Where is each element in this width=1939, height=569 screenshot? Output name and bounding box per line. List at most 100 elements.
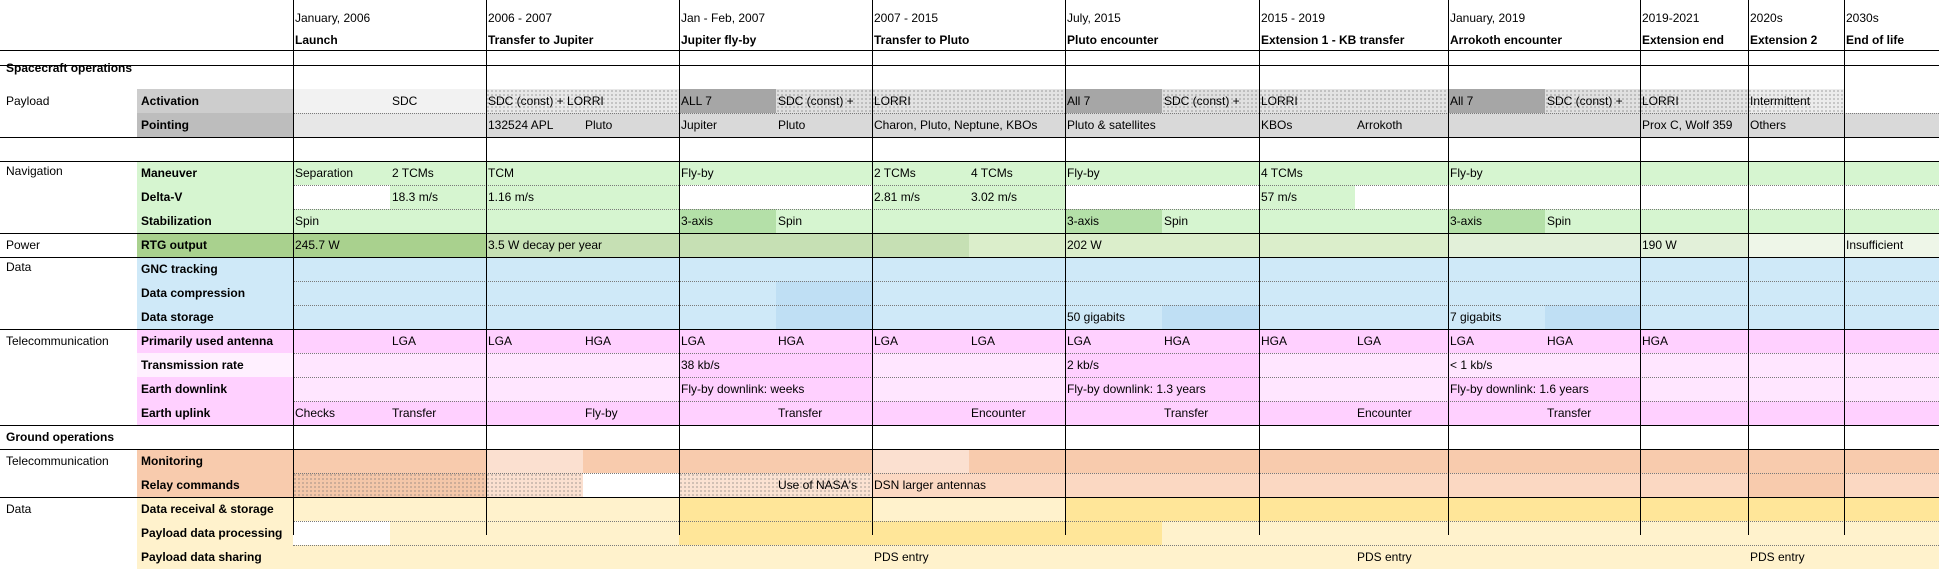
cell-fill xyxy=(293,305,1939,329)
phase-date: January, 2019 xyxy=(1450,11,1526,25)
cell-fill xyxy=(293,113,486,137)
cell-fill xyxy=(293,329,1939,353)
row-label: Earth uplink xyxy=(141,406,211,420)
cell-fill xyxy=(969,233,1448,257)
phase-name: Extension 2 xyxy=(1750,33,1818,47)
cell-fill xyxy=(390,521,1939,545)
dotted-separator xyxy=(293,113,1939,114)
hatched-cell xyxy=(1162,89,1259,113)
h-rule xyxy=(0,161,1939,162)
row-label: Stabilization xyxy=(141,214,212,228)
dotted-separator xyxy=(293,209,1939,210)
row-label: Pointing xyxy=(141,118,189,132)
cell-text-pointing: Arrokoth xyxy=(1357,118,1403,132)
cell-text-downlink: Fly-by downlink: weeks xyxy=(681,382,805,396)
v-rule xyxy=(486,0,487,535)
cell-fill xyxy=(872,497,1065,521)
cell-fill xyxy=(1162,305,1259,329)
cell-text-storage: 50 gigabits xyxy=(1067,310,1126,324)
v-rule xyxy=(872,0,873,535)
cell-fill xyxy=(293,401,1939,425)
cell-fill xyxy=(1748,233,1939,257)
cell-text-rtg: 202 W xyxy=(1067,238,1102,252)
cell-fill xyxy=(293,521,390,545)
phase-name: Extension 1 - KB transfer xyxy=(1261,33,1405,47)
cell-text-uplink: Transfer xyxy=(392,406,437,420)
cell-text-activation: SDC xyxy=(392,94,418,108)
h-rule xyxy=(0,137,1939,138)
row-label: Delta-V xyxy=(141,190,183,204)
cell-text-pointing: 132524 APL xyxy=(488,118,554,132)
cell-text-rtg: Insufficient xyxy=(1846,238,1904,252)
hatched-cell xyxy=(1748,89,1844,113)
cell-text-antenna: LGA xyxy=(488,334,513,348)
hatched-cell xyxy=(1259,89,1448,113)
cell-fill xyxy=(1448,209,1545,233)
phase-name: End of life xyxy=(1846,33,1904,47)
cell-fill xyxy=(293,545,1939,569)
phase-name: Transfer to Jupiter xyxy=(488,33,594,47)
cell-fill xyxy=(679,89,776,113)
row-label: Data storage xyxy=(141,310,214,324)
hatched-cell xyxy=(486,89,679,113)
cell-text-sharing: PDS entry xyxy=(1357,550,1412,564)
cell-text-antenna: HGA xyxy=(1261,334,1288,348)
cell-text-pointing: Pluto xyxy=(585,118,613,132)
cell-fill xyxy=(293,89,486,113)
row-label: Earth downlink xyxy=(141,382,228,396)
label-fill-telecom xyxy=(137,329,293,353)
h-rule xyxy=(0,65,1939,66)
cell-text-uplink: Encounter xyxy=(971,406,1026,420)
dotted-separator xyxy=(293,185,1939,186)
dotted-separator xyxy=(293,521,1939,522)
cell-fill xyxy=(679,497,1939,521)
cell-fill xyxy=(293,281,1939,305)
cell-text-maneuver: 4 TCMs xyxy=(1261,166,1303,180)
v-rule xyxy=(679,0,680,535)
h-rule xyxy=(0,449,1939,450)
cell-text-uplink: Transfer xyxy=(1547,406,1592,420)
cell-text-activation: LORRI xyxy=(1261,94,1298,108)
cell-text-uplink: Encounter xyxy=(1357,406,1412,420)
label-fill-telecom2 xyxy=(137,377,293,425)
cell-text-pointing: Pluto xyxy=(778,118,806,132)
phase-date: 2030s xyxy=(1846,11,1879,25)
cell-text-activation: SDC (const) + xyxy=(778,94,854,108)
cell-fill xyxy=(776,305,872,329)
hatched-cell xyxy=(1640,89,1748,113)
cell-text-activation: All 7 xyxy=(1450,94,1474,108)
phase-date: 2015 - 2019 xyxy=(1261,11,1326,25)
row-label: Transmission rate xyxy=(141,358,244,372)
cell-fill xyxy=(776,281,872,305)
cell-text-activation: ALL 7 xyxy=(681,94,712,108)
cell-text-stabilization: Spin xyxy=(1164,214,1189,228)
h-rule xyxy=(0,425,1939,426)
group-telecom: Telecommunication xyxy=(6,334,109,348)
h-rule xyxy=(0,233,1939,234)
cell-text-pointing: Others xyxy=(1750,118,1787,132)
section-spacecraft: Spacecraft operations xyxy=(6,61,133,75)
cell-fill xyxy=(293,161,1939,185)
label-fill-rate xyxy=(137,353,293,377)
group-power: Power xyxy=(6,238,41,252)
phase-date: Jan - Feb, 2007 xyxy=(681,11,766,25)
cell-text-antenna: LGA xyxy=(392,334,417,348)
cell-text-maneuver: 2 TCMs xyxy=(392,166,434,180)
dotted-separator xyxy=(293,401,1939,402)
cell-fill xyxy=(1448,377,1640,401)
cell-text-antenna: LGA xyxy=(874,334,899,348)
v-rule xyxy=(1748,0,1749,535)
cell-text-antenna: LGA xyxy=(681,334,706,348)
cell-text-rate: 2 kb/s xyxy=(1067,358,1100,372)
cell-text-rtg: 3.5 W decay per year xyxy=(488,238,603,252)
cell-fill xyxy=(1448,89,1545,113)
cell-text-deltav: 57 m/s xyxy=(1261,190,1298,204)
cell-text-maneuver: Fly-by xyxy=(681,166,714,180)
cell-text-pointing: Charon, Pluto, Neptune, KBOs xyxy=(874,118,1038,132)
group-data-ground: Data xyxy=(6,502,32,516)
row-label: Maneuver xyxy=(141,166,198,180)
cell-text-relay: Use of NASA's xyxy=(778,478,857,492)
label-fill-rtg xyxy=(137,233,293,257)
cell-text-uplink: Fly-by xyxy=(585,406,618,420)
cell-text-activation: LORRI xyxy=(1642,94,1679,108)
